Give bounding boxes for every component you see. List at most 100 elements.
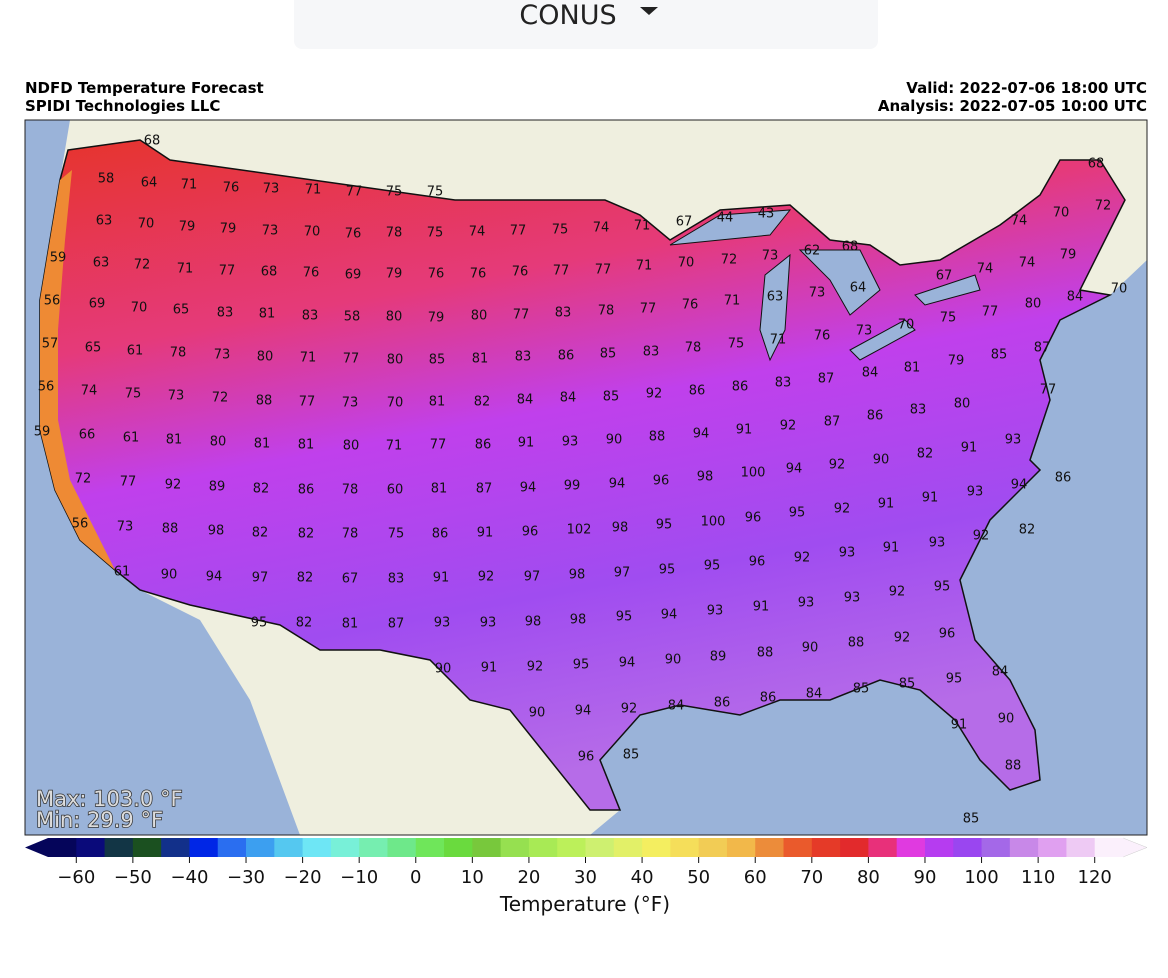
temperature-label: 71 bbox=[177, 262, 194, 277]
colorbar-tick-label: 0 bbox=[410, 867, 421, 888]
temperature-label: 86 bbox=[432, 527, 449, 542]
temperature-label: 78 bbox=[342, 483, 359, 498]
temperature-label: 73 bbox=[762, 249, 779, 264]
lake-erie bbox=[849, 319, 916, 361]
temperature-label: 91 bbox=[518, 436, 535, 451]
temperature-label: 96 bbox=[749, 555, 766, 570]
temperature-label: 94 bbox=[786, 462, 803, 477]
temperature-label: 73 bbox=[168, 389, 185, 404]
temperature-label: 64 bbox=[850, 281, 867, 296]
colorbar-bin bbox=[246, 838, 275, 857]
temperature-label: 95 bbox=[656, 518, 673, 533]
temperature-label: 88 bbox=[1005, 759, 1022, 774]
temperature-label: 70 bbox=[138, 217, 155, 232]
temperature-label: 78 bbox=[170, 346, 187, 361]
temperature-label: 95 bbox=[251, 616, 268, 631]
colorbar-tick-label: 10 bbox=[461, 867, 484, 888]
colorbar-bin bbox=[755, 838, 785, 857]
temperature-label: 58 bbox=[98, 172, 115, 187]
temperature-label: 73 bbox=[809, 286, 826, 301]
temperature-label: 76 bbox=[682, 298, 699, 313]
colorbar-bin bbox=[613, 838, 643, 857]
temperature-label: 97 bbox=[252, 571, 269, 586]
dropdown-box[interactable] bbox=[294, 0, 878, 49]
min-label: Min: 29.9 °F bbox=[36, 808, 163, 832]
temperature-label: 79 bbox=[948, 354, 965, 369]
temperature-label: 74 bbox=[977, 262, 994, 277]
temperature-label: 91 bbox=[481, 661, 498, 676]
colorbar-bin bbox=[387, 838, 417, 857]
colorbar-tick-label: 100 bbox=[964, 867, 998, 888]
temperature-label: 90 bbox=[998, 712, 1015, 727]
colorbar-bin bbox=[528, 838, 558, 857]
temperature-label: 65 bbox=[85, 341, 102, 356]
colorbar-bin bbox=[472, 838, 502, 857]
temperature-label: 98 bbox=[612, 521, 629, 536]
colorbar-bin bbox=[557, 838, 586, 857]
dropdown-label[interactable]: CONUS bbox=[519, 0, 616, 31]
temperature-label: 77 bbox=[510, 224, 527, 239]
temperature-label: 73 bbox=[263, 182, 280, 197]
temperature-label: 84 bbox=[806, 687, 823, 702]
temperature-label: 81 bbox=[254, 437, 271, 452]
colorbar-bin bbox=[76, 838, 106, 857]
temperature-label: 63 bbox=[96, 214, 113, 229]
temperature-label: 92 bbox=[780, 419, 797, 434]
temperature-label: 75 bbox=[728, 337, 745, 352]
temperature-label: 76 bbox=[303, 266, 320, 281]
temperature-label: 92 bbox=[794, 551, 811, 566]
temperature-label: 56 bbox=[44, 294, 61, 309]
temperature-label: 56 bbox=[38, 380, 55, 395]
temperature-label: 71 bbox=[636, 259, 653, 274]
temperature-label: 83 bbox=[555, 306, 572, 321]
temperature-label: 93 bbox=[844, 591, 861, 606]
temperature-label: 96 bbox=[745, 511, 762, 526]
temperature-label: 71 bbox=[386, 439, 403, 454]
temperature-label: 85 bbox=[899, 677, 916, 692]
map: 68 58 64 71 76 73 71 77 75 75 63 70 79 79 73 70 76 78 75 74… bbox=[25, 120, 1147, 835]
temperature-label: 86 bbox=[732, 380, 749, 395]
temperature-label: 92 bbox=[165, 478, 182, 493]
max-label: Max: 103.0 °F bbox=[36, 787, 183, 811]
temperature-label: 57 bbox=[42, 337, 59, 352]
temperature-label: 82 bbox=[297, 571, 314, 586]
temperature-label: 83 bbox=[302, 309, 319, 324]
temperature-label: 61 bbox=[127, 344, 144, 359]
temperature-label: 91 bbox=[883, 541, 900, 556]
temperature-label: 87 bbox=[388, 617, 405, 632]
temperature-label: 97 bbox=[524, 570, 541, 585]
great-lakes bbox=[669, 209, 981, 362]
temperature-label: 76 bbox=[428, 267, 445, 282]
colorbar-bin bbox=[1009, 838, 1039, 857]
colorbar-tick-label: 120 bbox=[1078, 867, 1112, 888]
temperature-label: 88 bbox=[848, 636, 865, 651]
temperature-label: 90 bbox=[435, 662, 452, 677]
temperature-label: 75 bbox=[388, 527, 405, 542]
temperature-label: 79 bbox=[386, 267, 403, 282]
temperature-label: 70 bbox=[131, 301, 148, 316]
temperature-label: 102 bbox=[567, 523, 592, 538]
colorbar-bin bbox=[840, 838, 869, 857]
temperature-label: 62 bbox=[804, 244, 821, 259]
temperature-label: 96 bbox=[939, 627, 956, 642]
colorbar-tick-label: −20 bbox=[284, 867, 322, 888]
temperature-label: 96 bbox=[578, 750, 595, 765]
temperature-label: 71 bbox=[724, 294, 741, 309]
temperature-label: 98 bbox=[525, 615, 542, 630]
temperature-label: 92 bbox=[894, 631, 911, 646]
temperature-label: 80 bbox=[257, 350, 274, 365]
colorbar-bin bbox=[981, 838, 1011, 857]
valid-time: Valid: 2022-07-06 18:00 UTC bbox=[906, 79, 1147, 97]
temperature-label: 94 bbox=[693, 427, 710, 442]
temperature-label: 88 bbox=[256, 394, 273, 409]
temperature-label: 64 bbox=[141, 176, 158, 191]
temperature-label: 77 bbox=[640, 302, 657, 317]
temperature-label: 70 bbox=[304, 225, 321, 240]
dropdown[interactable]: CONUS bbox=[294, 0, 878, 49]
caret[interactable] bbox=[640, 7, 658, 15]
temperature-label: 71 bbox=[770, 333, 787, 348]
temperature-label: 77 bbox=[553, 264, 570, 279]
temperature-label: 96 bbox=[522, 525, 539, 540]
temperature-label: 71 bbox=[305, 183, 322, 198]
colorbar-tick-label: 40 bbox=[631, 867, 654, 888]
